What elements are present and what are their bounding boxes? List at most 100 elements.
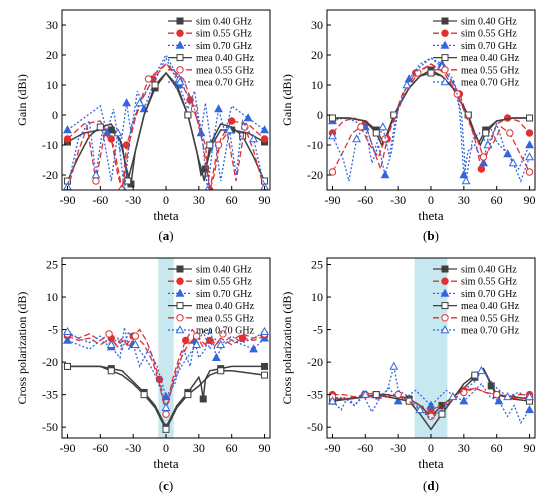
series-point bbox=[162, 410, 170, 418]
legend-label: sim 0.55 GHz bbox=[461, 277, 517, 288]
series-point bbox=[389, 361, 399, 370]
series-point bbox=[260, 326, 269, 336]
legend-marker bbox=[441, 277, 449, 285]
y-axis-label: Cross polarization (dB) bbox=[280, 292, 294, 405]
legend-marker bbox=[440, 325, 450, 334]
series-point bbox=[184, 391, 192, 399]
series-point bbox=[241, 123, 249, 131]
series-point bbox=[525, 391, 534, 401]
series-point bbox=[206, 141, 214, 149]
series-point bbox=[216, 339, 226, 349]
series-point bbox=[249, 344, 259, 353]
legend-label: mea 0.55 GHz bbox=[461, 313, 520, 324]
series-point bbox=[372, 391, 380, 399]
series-point bbox=[525, 404, 534, 414]
legend-marker bbox=[175, 288, 185, 297]
x-tick-label: -30 bbox=[390, 193, 406, 207]
x-tick-label: 60 bbox=[226, 193, 238, 207]
series-line bbox=[332, 57, 531, 176]
legend-label: mea 0.40 GHz bbox=[196, 301, 255, 312]
plot-area bbox=[328, 57, 534, 185]
series-point bbox=[477, 165, 486, 173]
y-tick-label: -10 bbox=[42, 138, 58, 152]
x-tick-label: 30 bbox=[458, 441, 470, 455]
x-tick-label: -30 bbox=[125, 193, 141, 207]
y-tick-label: -10 bbox=[307, 138, 323, 152]
series-point bbox=[214, 104, 223, 113]
legend-marker bbox=[441, 54, 449, 62]
y-tick-label: -35 bbox=[307, 388, 323, 402]
x-tick-label: -30 bbox=[390, 441, 406, 455]
legend-marker bbox=[176, 314, 184, 322]
series-point bbox=[192, 339, 202, 349]
series-point bbox=[63, 362, 71, 370]
y-tick-label: 30 bbox=[46, 18, 58, 32]
x-tick-label: -60 bbox=[357, 441, 373, 455]
series-point bbox=[225, 125, 234, 134]
series-point bbox=[459, 396, 469, 405]
series-point bbox=[238, 334, 247, 342]
x-tick-label: -90 bbox=[324, 441, 340, 455]
legend-label: sim 0.40 GHz bbox=[196, 265, 252, 276]
y-tick-label: 20 bbox=[46, 48, 58, 62]
y-tick-label: -5 bbox=[313, 323, 323, 337]
series-point bbox=[328, 168, 337, 176]
legend-label: sim 0.55 GHz bbox=[196, 29, 252, 40]
plot-area bbox=[63, 326, 269, 433]
x-tick-label: -90 bbox=[59, 193, 75, 207]
plot-area bbox=[328, 361, 534, 431]
series-point bbox=[525, 152, 534, 161]
x-tick-label: 60 bbox=[226, 441, 238, 455]
y-tick-label: -5 bbox=[48, 323, 58, 337]
legend-marker bbox=[440, 40, 450, 49]
series-point bbox=[525, 168, 534, 176]
x-tick-label: 30 bbox=[458, 193, 470, 207]
series-point bbox=[107, 367, 115, 375]
x-tick-label: 0 bbox=[428, 193, 434, 207]
x-tick-label: 90 bbox=[524, 441, 536, 455]
series-point bbox=[415, 404, 425, 414]
series-point bbox=[261, 362, 269, 370]
series-point bbox=[352, 134, 362, 143]
series-line bbox=[66, 71, 266, 182]
y-tick-label: -20 bbox=[307, 168, 323, 182]
series-point bbox=[260, 135, 269, 143]
x-tick-label: 0 bbox=[428, 441, 434, 455]
y-axis-label: Gain (dBi) bbox=[280, 74, 294, 126]
panel-caption: (c) bbox=[159, 478, 173, 493]
legend-label: sim 0.40 GHz bbox=[461, 265, 517, 276]
y-tick-label: 30 bbox=[311, 18, 323, 32]
legend-marker bbox=[441, 314, 449, 322]
legend-label: sim 0.70 GHz bbox=[196, 289, 252, 300]
series-point bbox=[135, 98, 145, 107]
series-point bbox=[380, 170, 390, 179]
legend-label: mea 0.55 GHz bbox=[196, 65, 255, 76]
y-axis-label: Cross polarization (dB) bbox=[15, 292, 29, 405]
series-point bbox=[394, 390, 402, 399]
series-point bbox=[192, 332, 201, 340]
series-point bbox=[63, 135, 72, 143]
legend-marker bbox=[176, 29, 184, 37]
series-point bbox=[243, 113, 253, 122]
series-point bbox=[479, 158, 488, 167]
legend-marker bbox=[176, 54, 184, 62]
series-point bbox=[260, 125, 269, 134]
series-line bbox=[67, 56, 265, 152]
legend-marker bbox=[176, 66, 184, 74]
series-point bbox=[492, 390, 501, 399]
series-point bbox=[328, 114, 336, 122]
series-point bbox=[438, 401, 446, 409]
legend-marker bbox=[441, 265, 449, 273]
y-tick-label: 10 bbox=[311, 78, 323, 92]
x-tick-label: 90 bbox=[524, 193, 536, 207]
series-point bbox=[378, 122, 388, 131]
series-point bbox=[372, 129, 380, 137]
series-point bbox=[161, 402, 171, 411]
series-point bbox=[211, 352, 221, 362]
series-line bbox=[67, 365, 265, 429]
legend-label: sim 0.70 GHz bbox=[461, 289, 517, 300]
chart-panel-d: -90 -60 -30 0 30 60 90 -50 -35 -20 -5 10 25 theta Cros… bbox=[280, 257, 536, 493]
series-point bbox=[460, 388, 468, 397]
